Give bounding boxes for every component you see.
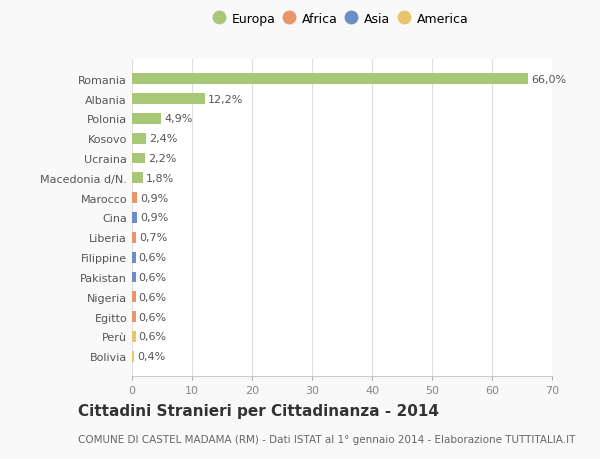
Bar — [132, 213, 137, 224]
Bar — [132, 232, 136, 243]
Bar — [132, 134, 146, 144]
Text: 2,2%: 2,2% — [148, 154, 176, 164]
Text: COMUNE DI CASTEL MADAMA (RM) - Dati ISTAT al 1° gennaio 2014 - Elaborazione TUTT: COMUNE DI CASTEL MADAMA (RM) - Dati ISTA… — [78, 434, 575, 443]
Text: 0,7%: 0,7% — [139, 233, 167, 243]
Bar — [132, 153, 145, 164]
Text: 0,4%: 0,4% — [137, 352, 166, 362]
Text: 12,2%: 12,2% — [208, 94, 244, 104]
Text: 2,4%: 2,4% — [149, 134, 178, 144]
Bar — [132, 331, 136, 342]
Bar — [132, 252, 136, 263]
Bar — [132, 193, 137, 204]
Bar — [132, 351, 134, 362]
Legend: Europa, Africa, Asia, America: Europa, Africa, Asia, America — [212, 9, 472, 29]
Text: 0,9%: 0,9% — [140, 213, 169, 223]
Bar — [132, 312, 136, 322]
Text: 0,6%: 0,6% — [139, 332, 167, 342]
Text: 0,9%: 0,9% — [140, 193, 169, 203]
Bar — [132, 272, 136, 283]
Bar — [132, 114, 161, 124]
Text: Cittadini Stranieri per Cittadinanza - 2014: Cittadini Stranieri per Cittadinanza - 2… — [78, 403, 439, 419]
Text: 4,9%: 4,9% — [164, 114, 193, 124]
Text: 1,8%: 1,8% — [146, 174, 174, 184]
Bar — [132, 173, 143, 184]
Bar — [132, 292, 136, 302]
Bar — [132, 74, 528, 85]
Text: 0,6%: 0,6% — [139, 312, 167, 322]
Bar — [132, 94, 205, 105]
Text: 0,6%: 0,6% — [139, 272, 167, 282]
Text: 66,0%: 66,0% — [531, 74, 566, 84]
Text: 0,6%: 0,6% — [139, 292, 167, 302]
Text: 0,6%: 0,6% — [139, 252, 167, 263]
